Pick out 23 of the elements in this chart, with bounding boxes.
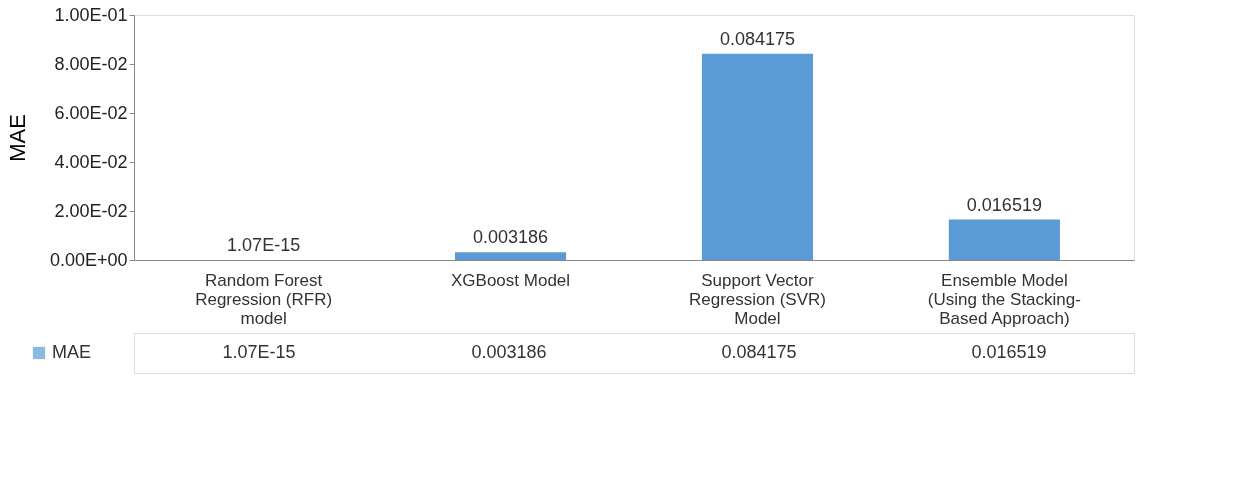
y-tick-label: 1.00E-01 <box>54 4 128 25</box>
y-tick-label: 8.00E-02 <box>54 53 128 74</box>
legend-label: MAE <box>52 342 92 362</box>
x-tick-label: Random Forest Regression (RFR) model <box>195 270 333 328</box>
x-tick-label: Support Vector Regression (SVR) Model <box>688 270 826 328</box>
data-label: 1.07E-15 <box>222 342 296 362</box>
y-tick-label: 6.00E-02 <box>54 102 128 123</box>
y-tick-label: 2.00E-02 <box>54 200 128 221</box>
text: 0.084175 <box>719 28 795 49</box>
x-tick-label: XGBoost Model <box>451 270 571 290</box>
data-label: 0.003186 <box>471 342 547 362</box>
data-label: 0.016519 <box>971 342 1047 362</box>
text: 0.016519 <box>966 194 1042 215</box>
bar <box>948 219 1060 260</box>
y-tick-label: 0.00E+00 <box>49 249 128 270</box>
y-axis-title: MAE <box>4 114 30 162</box>
bar <box>454 252 567 260</box>
x-tick-label: Ensemble Model (Using the Stacking-Based Approach) <box>927 270 1081 328</box>
text: 0.003186 <box>473 227 549 248</box>
y-tick-label: 4.00E-02 <box>54 151 128 172</box>
bar <box>701 53 814 260</box>
text: 1.07E-15 <box>227 235 301 255</box>
data-label: 0.084175 <box>721 342 797 362</box>
